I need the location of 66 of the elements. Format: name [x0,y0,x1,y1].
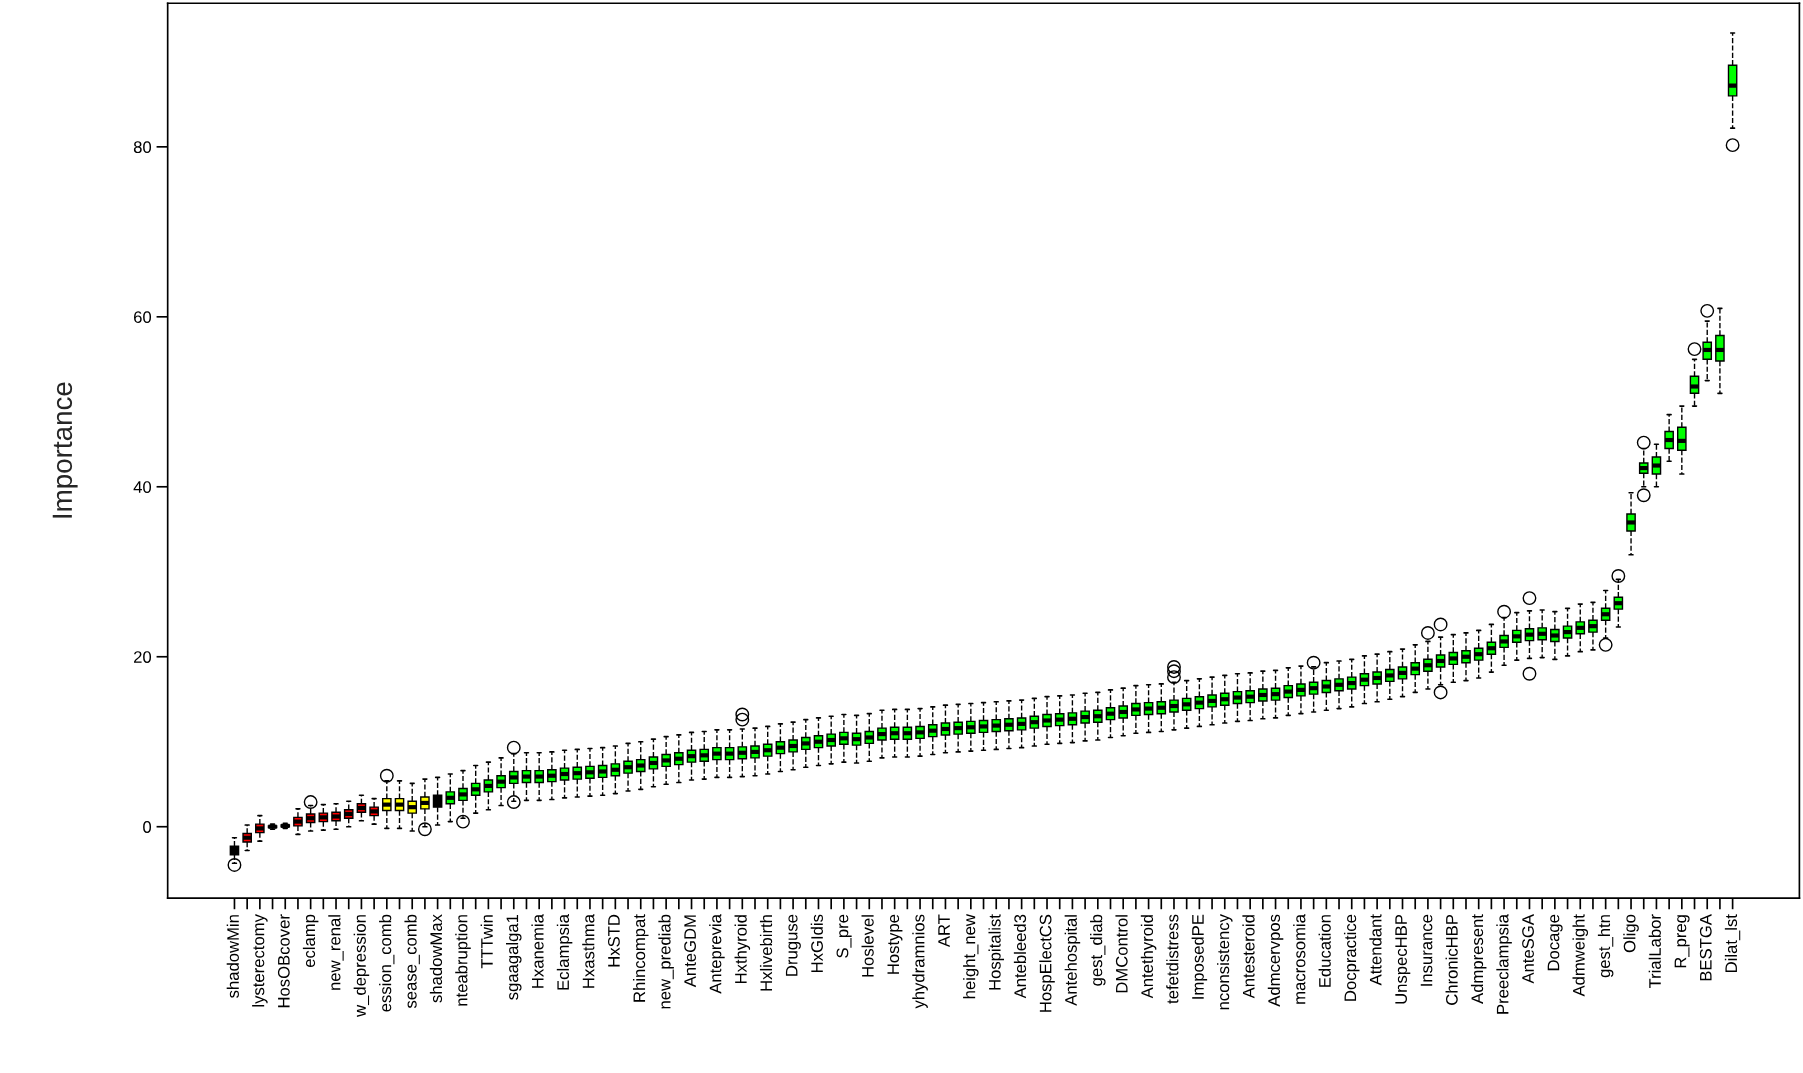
x-tick-label: BESTGA [1699,914,1712,981]
x-tick-label: ART [938,914,950,948]
x-tick-label: HxSTD [608,914,620,967]
x-tick-label: gest_htn [1597,915,1614,978]
x-tick-label: Docage [1547,914,1563,971]
x-tick-label: Hostype [887,914,903,974]
x-tick-label: Admcervpos [1267,914,1284,1007]
y-axis-title: Importance [52,382,78,518]
x-tick-label: new_renal [328,915,344,990]
x-tick-label: sease_comb [404,914,420,1009]
x-tick-label: yhydramnios [912,914,928,1009]
x-tick-label: ChronicHBP [1445,914,1458,1005]
x-tick-label: shadowMin [226,915,239,998]
y-tick-label: 40 [133,481,152,493]
y-tick-label: 80 [133,141,152,154]
x-tick-label: Druguse [785,914,801,976]
x-tick-label: Admweight [1572,914,1589,997]
x-tick-label: new_prediab [658,914,674,1009]
x-tick-label: AnteGDM [684,915,696,988]
x-tick-label: Antethyroid [1140,915,1157,999]
x-tick-label: Antesteroid [1242,915,1255,999]
x-tick-label: UnspecHBP [1395,914,1411,1004]
x-tick-label: HosOBcover [277,914,290,1008]
y-tick-label: 0 [143,821,152,833]
x-tick-label: Docpractice [1343,914,1360,1001]
x-tick-label: Hxanemia [531,914,544,988]
x-tick-label: TTTwin [480,915,493,969]
x-tick-label: lysterectomy [252,914,268,1007]
x-tick-label: HospElectCS [1039,914,1055,1012]
x-tick-label: Eclampsia [556,914,573,990]
x-tick-label: Antehospital [1064,915,1081,1006]
x-tick-label: TrialLabor [1648,914,1661,989]
x-tick-label: Rhincompat [632,914,649,1002]
x-tick-label: HxGIdis [810,914,823,972]
x-tick-label: Hxlivebirth [759,915,773,991]
x-tick-label: Admpresent [1470,914,1487,1004]
x-tick-label: Antebleed3 [1013,914,1027,999]
x-tick-label: Hxthyroid [734,915,751,984]
x-tick-label: sgaagalga1 [506,914,522,1000]
x-tick-label: Hospitalist [988,914,1004,990]
x-tick-label: eclamp [302,914,319,968]
x-tick-label: nconsistency [1217,914,1233,1010]
x-tick-label: Dilat_lst [1724,914,1741,972]
x-tick-label: Hxasthma [582,914,595,988]
y-tick-label: 60 [134,311,152,324]
x-tick-label: Anteprevia [709,914,725,994]
x-tick-label: height_new [963,914,979,999]
x-tick-label: gest_diab [1090,914,1106,986]
x-tick-label: Hoslevel [861,915,874,977]
x-tick-label: ImposedPE [1191,914,1208,999]
x-tick-label: nteabruption [455,915,471,1006]
x-tick-label: Insurance [1420,914,1433,986]
x-tick-label: Education [1318,915,1331,987]
x-tick-label: w_depression [353,915,370,1017]
x-tick-label: shadowMax [429,914,443,1003]
x-tick-label: AnteSGA [1522,914,1534,984]
x-tick-label: Preeclampsia [1496,914,1512,1014]
x-tick-label: Attendant [1369,914,1382,986]
x-tick-label: ession_comb [379,914,395,1012]
x-tick-label: S_pre [836,914,852,958]
x-tick-label: DMControl [1115,915,1128,993]
x-tick-label: tefetdistress [1166,914,1179,1004]
x-tick-label: R_preg [1674,915,1690,968]
x-tick-label: Oligo [1623,914,1639,953]
x-tick-label: macrosomia [1293,914,1306,1004]
y-tick-label: 20 [134,651,152,663]
